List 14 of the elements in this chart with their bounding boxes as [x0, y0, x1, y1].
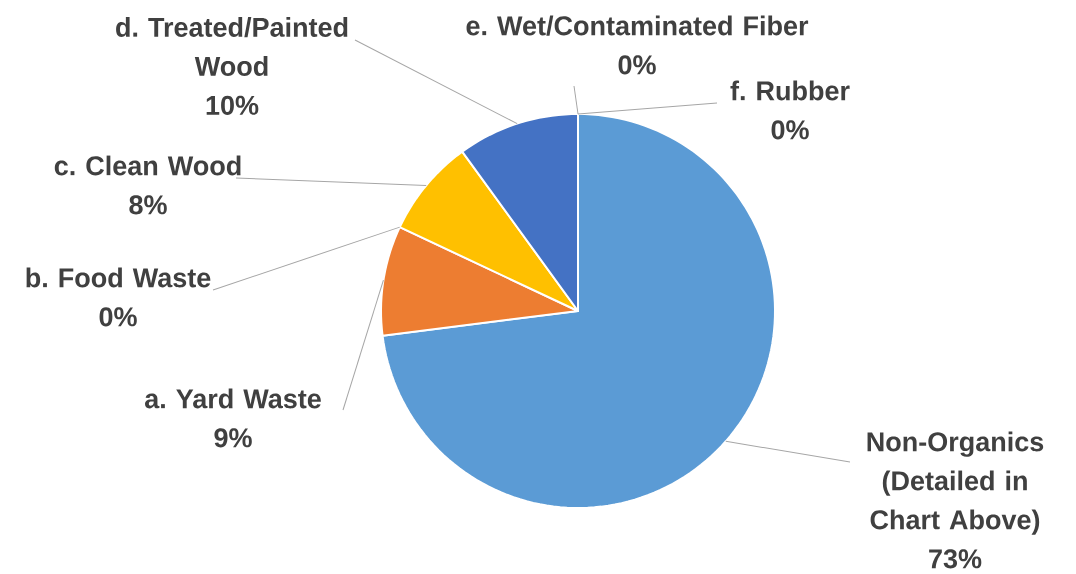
data-label: 10% [206, 95, 259, 115]
text: 0% [618, 55, 656, 75]
data-label: 73% [929, 549, 982, 569]
category-label: e. Wet/Contaminated Fiber [466, 15, 809, 36]
data-label: 9% [214, 428, 252, 448]
text: 0% [771, 120, 809, 140]
slice-label: d. Treated/Painted Wood [116, 17, 348, 76]
text: 0% [99, 307, 137, 327]
category-label: b. Food Waste [26, 267, 211, 288]
slice-label: c. Clean Wood [54, 155, 241, 176]
category-label: f. Rubber [730, 80, 850, 101]
slice-label: Non-Organics (Detailed in Chart Above) [867, 431, 1044, 535]
data-label: 8% [129, 195, 167, 215]
slice-label: a. Yard Waste [145, 388, 321, 409]
